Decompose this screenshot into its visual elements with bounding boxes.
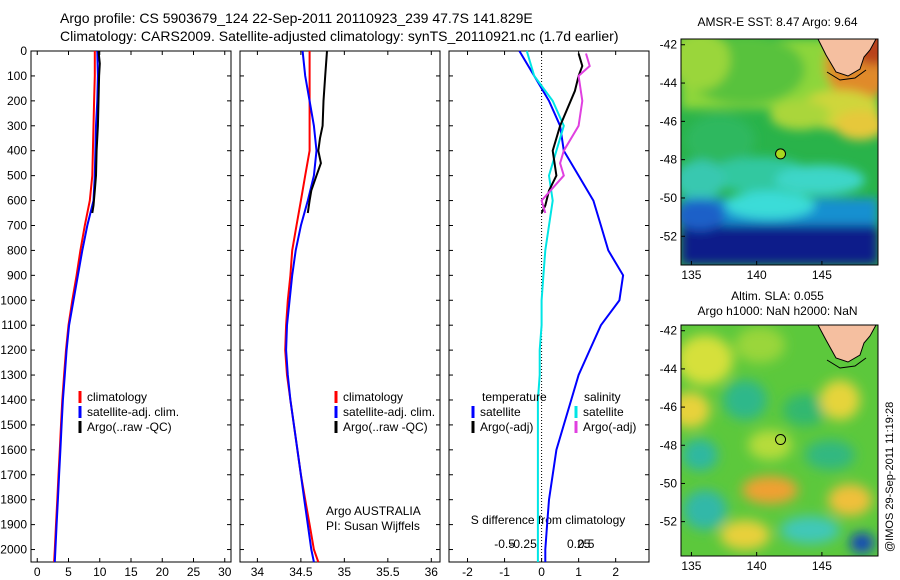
difference-xtick-label: 0 <box>538 565 545 579</box>
sla_map-ytick-label: -50 <box>660 476 678 490</box>
series-line-temperature-argo-adj- <box>540 53 584 214</box>
depth-tick-label: 100 <box>7 69 27 83</box>
depth-tick-label: 700 <box>7 218 27 232</box>
sla-heatmap <box>681 325 878 556</box>
depth-tick-label: 1900 <box>0 518 27 532</box>
series-line-salinity-argo-adj- <box>540 53 591 214</box>
legend-label: Argo(-adj) <box>583 420 636 434</box>
s-diff-tick-label: -0.25 <box>509 537 537 551</box>
legend-label: satellite-adj. clim. <box>343 405 435 419</box>
salinity-xtick-label: 36 <box>425 565 439 579</box>
depth-tick-label: 400 <box>7 144 27 158</box>
salinity-xtick-label: 34.5 <box>289 565 313 579</box>
temperature-xtick-label: 30 <box>218 565 232 579</box>
depth-tick-label: 800 <box>7 243 27 257</box>
sst_map-xtick-label: 135 <box>681 268 701 282</box>
legend-label: climatology <box>343 390 403 404</box>
temperature-xtick-label: 5 <box>65 565 72 579</box>
series-line-argo-raw-qc- <box>306 50 328 214</box>
depth-tick-label: 200 <box>7 94 27 108</box>
series-line-temperature-satellite <box>518 50 625 562</box>
difference-xtick-label: 1 <box>575 565 582 579</box>
legend-label: climatology <box>87 390 147 404</box>
sla_map-ytick-label: -42 <box>660 324 678 338</box>
sst-heatmap <box>681 39 878 265</box>
sst_map-xtick-label: 140 <box>747 268 767 282</box>
sla_map-ytick-label: -48 <box>660 438 678 452</box>
depth-tick-label: 500 <box>7 169 27 183</box>
legend-title-salinity: salinity <box>584 390 621 404</box>
sst_map-ytick-label: -46 <box>660 114 678 128</box>
depth-tick-label: 900 <box>7 268 27 282</box>
salinity-xtick-label: 35.5 <box>376 565 400 579</box>
sst_map-ytick-label: -44 <box>660 76 678 90</box>
legend-label: Argo(-adj) <box>480 420 533 434</box>
sst_map-ytick-label: -52 <box>660 229 678 243</box>
float-position-marker <box>775 148 787 160</box>
salinity-axes-box <box>239 50 441 563</box>
series-line-argo-raw-qc- <box>91 50 101 214</box>
legend-label: satellite-adj. clim. <box>87 405 179 419</box>
sla_map-axes-box <box>680 324 879 557</box>
sla_map-title-line1: Altim. SLA: 0.055 <box>731 289 824 303</box>
temperature-xtick-label: 0 <box>34 565 41 579</box>
sst_map-axes-box <box>680 38 879 266</box>
depth-tick-label: 1100 <box>1 318 27 332</box>
temperature-xtick-label: 25 <box>187 565 201 579</box>
series-line-salinity-satellite <box>525 50 565 562</box>
sla_map-title-line2: Argo h1000: NaN h2000: NaN <box>697 304 857 318</box>
legend-label: Argo(..raw -QC) <box>87 420 172 434</box>
salinity-xtick-label: 34 <box>251 565 265 579</box>
sla_map-ytick-label: -46 <box>660 400 678 414</box>
sla_map-ytick-label: -44 <box>660 362 678 376</box>
depth-tick-label: 1000 <box>0 293 27 307</box>
panel-annotation: PI: Susan Wijffels <box>326 519 420 533</box>
sst_map-ytick-label: -42 <box>660 38 678 52</box>
difference-xtick-label: 2 <box>612 565 619 579</box>
depth-tick-label: 1500 <box>0 418 27 432</box>
series-line-satellite-adj-clim- <box>285 50 318 563</box>
series-line-satellite-adj-clim- <box>53 50 99 563</box>
legend-label: satellite <box>583 405 624 419</box>
sst_map-ytick-label: -50 <box>660 191 678 205</box>
s-diff-tick-label: -0.5 <box>494 537 515 551</box>
figure-title-line1: Argo profile: CS 5903679_124 22-Sep-2011… <box>60 10 533 26</box>
depth-tick-label: 1400 <box>0 393 27 407</box>
s-diff-tick-label: 0.25 <box>567 537 591 551</box>
depth-tick-label: 2000 <box>0 543 27 557</box>
sla_map-xtick-label: 145 <box>812 559 832 573</box>
salinity-xtick-label: 35 <box>338 565 352 579</box>
float-position-marker <box>775 434 787 446</box>
difference-xtick-label: -1 <box>499 565 510 579</box>
depth-tick-label: 1600 <box>0 443 27 457</box>
legend-label: Argo(..raw -QC) <box>343 420 428 434</box>
depth-tick-label: 600 <box>7 194 27 208</box>
temperature-xtick-label: 10 <box>93 565 107 579</box>
sst_map-ytick-label: -48 <box>660 153 678 167</box>
depth-tick-label: 1300 <box>0 368 27 382</box>
depth-tick-label: 0 <box>20 44 27 58</box>
depth-tick-label: 300 <box>7 119 27 133</box>
difference-xtick-label: -2 <box>462 565 473 579</box>
figure-title-line2: Climatology: CARS2009. Satellite-adjuste… <box>60 28 619 44</box>
credit-label: @IMOS 29-Sep-2011 11:19:28 <box>884 401 896 552</box>
sst_map-title: AMSR-E SST: 8.47 Argo: 9.64 <box>697 15 857 29</box>
temperature-xtick-label: 20 <box>156 565 170 579</box>
sla_map-xtick-label: 135 <box>681 559 701 573</box>
sla_map-xtick-label: 140 <box>747 559 767 573</box>
legend-title-temperature: temperature <box>482 390 547 404</box>
sst_map-xtick-label: 145 <box>812 268 832 282</box>
sla_map-ytick-label: -52 <box>660 515 678 529</box>
depth-tick-label: 1200 <box>0 343 27 357</box>
depth-tick-label: 1700 <box>0 468 27 482</box>
temperature-xtick-label: 15 <box>124 565 138 579</box>
temperature-axes-box <box>30 50 232 563</box>
depth-tick-label: 1800 <box>0 493 27 507</box>
difference-axes-box <box>448 50 650 563</box>
series-line-climatology <box>53 51 96 563</box>
s-diff-tick-label: 0.5 <box>578 537 595 551</box>
legend-label: satellite <box>480 405 521 419</box>
panel-annotation: Argo AUSTRALIA <box>326 504 421 518</box>
